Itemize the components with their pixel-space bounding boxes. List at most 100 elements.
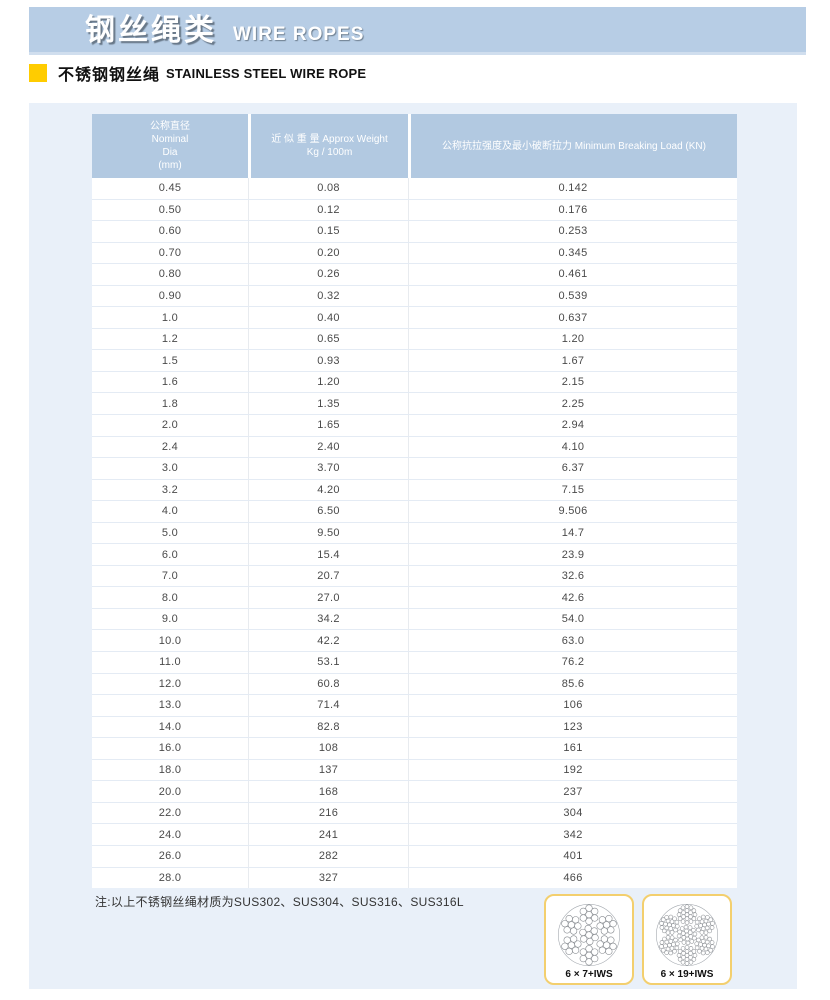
table-row: 2.0 1.65 2.94: [92, 415, 737, 437]
column-header-approx-weight: 近 似 重 量 Approx Weight Kg / 100m: [248, 114, 408, 178]
table-cell: 23.9: [408, 544, 737, 565]
table-cell: 0.32: [248, 285, 408, 307]
table-cell: 9.0: [161, 613, 179, 626]
table-cell: 0.15: [248, 221, 408, 242]
table-cell: 9.506: [408, 501, 737, 522]
page-title-en: WIRE ROPES: [233, 24, 365, 45]
table-row: 20.0 168 237: [92, 781, 737, 803]
table-cell: 0.345: [408, 242, 737, 264]
table-cell: 108: [248, 738, 408, 759]
table-row: 1.2 0.65 1.20: [92, 328, 737, 351]
column-header-line: (mm): [158, 160, 182, 171]
column-header-breaking-load: 公称抗拉强度及最小破断拉力 Minimum Breaking Load (KN): [408, 114, 737, 178]
table-cell: 237: [408, 781, 737, 802]
table-cell: 1.65: [248, 415, 408, 436]
table-row: 3.0 3.70 6.37: [92, 458, 737, 480]
table-cell: 1.20: [408, 328, 737, 350]
table-row: 4.0 6.50 9.506: [92, 501, 737, 523]
table-cell: 0.461: [408, 264, 737, 285]
table-row: 22.0 216 304: [92, 802, 737, 825]
rope-diagram-card: 6 × 7+IWS: [544, 894, 634, 985]
table-header-row: 公称直径 Nominal Dia (mm) 近 似 重 量 Approx Weight K…: [92, 114, 737, 178]
table-cell: 161: [408, 738, 737, 759]
table-row: 8.0 27.0 42.6: [92, 587, 737, 609]
table-row: 5.0 9.50 14.7: [92, 522, 737, 545]
table-cell: 10.0: [158, 634, 182, 647]
column-header-line: Kg / 100m: [306, 147, 353, 158]
page-header-bar: 钢丝绳类 WIRE ROPES: [29, 7, 806, 55]
table-cell: 6.50: [248, 501, 408, 522]
section-title-zh: 不锈钢钢丝绳: [58, 67, 161, 84]
table-cell: 466: [408, 867, 737, 889]
table-cell: 1.20: [248, 371, 408, 393]
rope-diagram-card: 6 × 19+IWS: [642, 894, 732, 985]
column-header-line: Dia: [162, 147, 178, 158]
table-row: 12.0 60.8 85.6: [92, 673, 737, 696]
table-cell: 1.35: [248, 393, 408, 415]
table-cell: 0.90: [158, 290, 182, 302]
table-row: 9.0 34.2 54.0: [92, 608, 737, 631]
table-cell: 0.12: [248, 199, 408, 221]
table-body: 0.45 0.08 0.142 0.50 0.12 0.176 0.60 0.15 0.253 0…: [92, 178, 737, 889]
table-cell: 3.70: [248, 458, 408, 479]
table-cell: 4.0: [161, 505, 179, 518]
table-row: 26.0 282 401: [92, 845, 737, 868]
table-cell: 282: [248, 845, 408, 867]
table-cell: 137: [248, 759, 408, 781]
table-cell: 20.0: [158, 785, 182, 798]
table-row: 0.45 0.08 0.142: [92, 178, 737, 200]
table-cell: 0.142: [408, 178, 737, 199]
table-cell: 14.0: [158, 720, 182, 733]
table-cell: 11.0: [159, 656, 181, 669]
table-row: 24.0 241 342: [92, 824, 737, 846]
rope-cross-section-6x19-icon: [656, 904, 718, 966]
table-cell: 168: [248, 781, 408, 802]
table-cell: 1.8: [161, 397, 179, 410]
table-row: 1.6 1.20 2.15: [92, 371, 737, 394]
table-cell: 0.70: [158, 246, 182, 259]
table-cell: 13.0: [158, 699, 182, 712]
column-header-line: 公称直径: [150, 121, 190, 132]
table-row: 16.0 108 161: [92, 738, 737, 760]
table-cell: 342: [408, 824, 737, 845]
table-cell: 6.37: [408, 458, 737, 479]
column-header-line: 近 似 重 量 Approx Weight: [271, 134, 388, 145]
table-row: 0.60 0.15 0.253: [92, 221, 737, 243]
table-cell: 0.60: [158, 225, 182, 238]
table-cell: 34.2: [248, 608, 408, 630]
table-cell: 53.1: [248, 652, 408, 673]
page-title-zh: 钢丝绳类: [85, 14, 217, 47]
table-cell: 54.0: [408, 608, 737, 630]
yellow-bullet-icon: [29, 64, 47, 82]
table-cell: 1.5: [161, 354, 179, 367]
table-cell: 22.0: [158, 807, 182, 820]
table-cell: 0.637: [408, 307, 737, 328]
table-cell: 3.0: [161, 462, 179, 475]
table-cell: 76.2: [408, 652, 737, 673]
table-cell: 1.67: [408, 350, 737, 371]
table-row: 0.90 0.32 0.539: [92, 285, 737, 308]
table-cell: 12.0: [158, 677, 182, 690]
table-row: 18.0 137 192: [92, 759, 737, 782]
column-header-nominal-dia: 公称直径 Nominal Dia (mm): [92, 114, 248, 178]
material-note: 注:以上不锈钢丝绳材质为SUS302、SUS304、SUS316、SUS316L: [95, 895, 464, 909]
table-row: 13.0 71.4 106: [92, 695, 737, 717]
table-cell: 63.0: [408, 630, 737, 652]
table-cell: 0.539: [408, 285, 737, 307]
table-row: 0.80 0.26 0.461: [92, 264, 737, 286]
table-cell: 123: [408, 716, 737, 738]
table-cell: 82.8: [248, 716, 408, 738]
table-row: 2.4 2.40 4.10: [92, 436, 737, 459]
table-cell: 27.0: [248, 587, 408, 608]
table-cell: 5.0: [161, 527, 179, 540]
table-cell: 6.0: [161, 548, 179, 561]
table-cell: 4.10: [408, 436, 737, 458]
table-cell: 0.253: [408, 221, 737, 242]
table-cell: 20.7: [248, 565, 408, 587]
table-cell: 0.08: [248, 178, 408, 199]
table-cell: 327: [248, 867, 408, 889]
table-cell: 0.50: [158, 203, 182, 216]
table-row: 28.0 327 466: [92, 867, 737, 889]
table-cell: 304: [408, 802, 737, 824]
